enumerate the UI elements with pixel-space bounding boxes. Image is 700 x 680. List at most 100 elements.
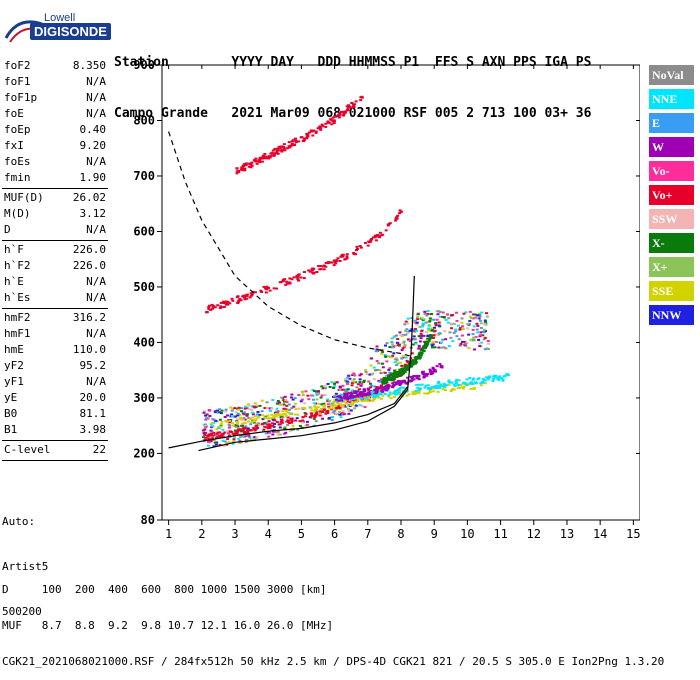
echo-point — [400, 349, 404, 352]
echo-point — [239, 430, 243, 433]
echo-point — [248, 436, 252, 439]
trace-point — [398, 383, 402, 386]
echo-point — [393, 358, 397, 361]
echo-point — [447, 317, 451, 320]
echo-point — [251, 416, 255, 419]
echo-point — [323, 387, 327, 390]
trace-point — [384, 385, 388, 388]
echo-point — [417, 345, 421, 348]
y-tick-label: 600 — [133, 224, 155, 238]
trace-point — [447, 381, 451, 384]
trace-point — [388, 391, 392, 394]
trace-point — [359, 392, 363, 395]
param-value: N/A — [86, 91, 106, 104]
trace-point — [453, 384, 457, 387]
echo-point — [388, 367, 392, 370]
echo-point — [416, 318, 420, 321]
y-tick-label: 800 — [133, 113, 155, 127]
param-row: foE N/A — [2, 106, 108, 122]
trace-point — [218, 434, 222, 437]
trace-point — [481, 381, 485, 384]
param-row: yE 20.0 — [2, 390, 108, 406]
echo-point — [363, 406, 367, 409]
echo-point — [406, 317, 410, 320]
x-tick-label: 10 — [460, 527, 474, 541]
trace-point — [276, 413, 280, 416]
trace-point — [331, 120, 335, 123]
trace-point — [406, 368, 410, 371]
echo-point — [379, 372, 383, 375]
trace-point — [284, 415, 288, 418]
echo-point — [233, 407, 237, 410]
echo-point — [435, 310, 439, 313]
trace-point — [417, 392, 421, 395]
trace-point — [219, 301, 223, 304]
param-name: foEp — [4, 123, 31, 136]
trace-point — [240, 416, 244, 419]
echo-point — [346, 388, 350, 391]
echo-point — [229, 406, 233, 409]
echo-point — [288, 430, 292, 433]
trace-point — [372, 397, 376, 400]
echo-point — [293, 397, 297, 400]
trace-point — [265, 285, 269, 288]
param-name: M(D) — [4, 207, 31, 220]
param-name: hmE — [4, 343, 24, 356]
echo-point — [472, 336, 476, 339]
trace-point — [353, 103, 357, 106]
echo-point — [271, 429, 275, 432]
echo-point — [280, 418, 284, 421]
param-name: C-level — [4, 443, 51, 456]
trace-point — [222, 302, 226, 305]
echo-point — [429, 313, 433, 316]
echo-point — [279, 396, 283, 399]
echo-point — [327, 417, 331, 420]
trace-point — [419, 353, 423, 356]
echo-point — [290, 393, 294, 396]
echo-point — [258, 413, 262, 416]
trace-point — [241, 164, 245, 167]
trace-point — [311, 414, 315, 417]
trace-point — [472, 387, 476, 390]
echo-point — [237, 406, 241, 409]
trace-point — [413, 375, 417, 378]
trace-point — [262, 285, 266, 288]
param-value: N/A — [86, 155, 106, 168]
trace-point — [345, 395, 349, 398]
echo-point — [431, 341, 435, 344]
trace-point — [480, 380, 484, 383]
echo-point — [351, 380, 355, 383]
echo-point — [358, 378, 362, 381]
echo-point — [289, 396, 293, 399]
trace-point — [426, 384, 430, 387]
echo-point — [245, 413, 249, 416]
echo-point — [338, 408, 342, 411]
trace-point — [469, 387, 473, 390]
trace-point — [206, 434, 210, 437]
echo-point — [438, 332, 442, 335]
trace-point — [371, 236, 375, 239]
trace-point — [207, 308, 211, 311]
trace-point — [392, 392, 396, 395]
echo-point — [393, 334, 397, 337]
param-row: h`E N/A — [2, 274, 108, 290]
trace-point — [315, 271, 319, 274]
trace-point — [265, 426, 269, 429]
echo-point — [476, 324, 480, 327]
echo-point — [413, 338, 417, 341]
legend-item: W — [649, 137, 694, 157]
trace-point — [296, 273, 300, 276]
echo-point — [354, 404, 358, 407]
trace-point — [253, 429, 257, 432]
echo-point — [225, 442, 229, 445]
echo-point — [203, 424, 207, 427]
trace-point — [333, 404, 337, 407]
trace-point — [459, 383, 463, 386]
trace-point — [468, 382, 472, 385]
trace-point — [431, 387, 435, 390]
trace-point — [233, 432, 237, 435]
echo-point — [441, 315, 445, 318]
echo-point — [402, 340, 406, 343]
trace-point — [349, 393, 353, 396]
echo-point — [247, 434, 251, 437]
